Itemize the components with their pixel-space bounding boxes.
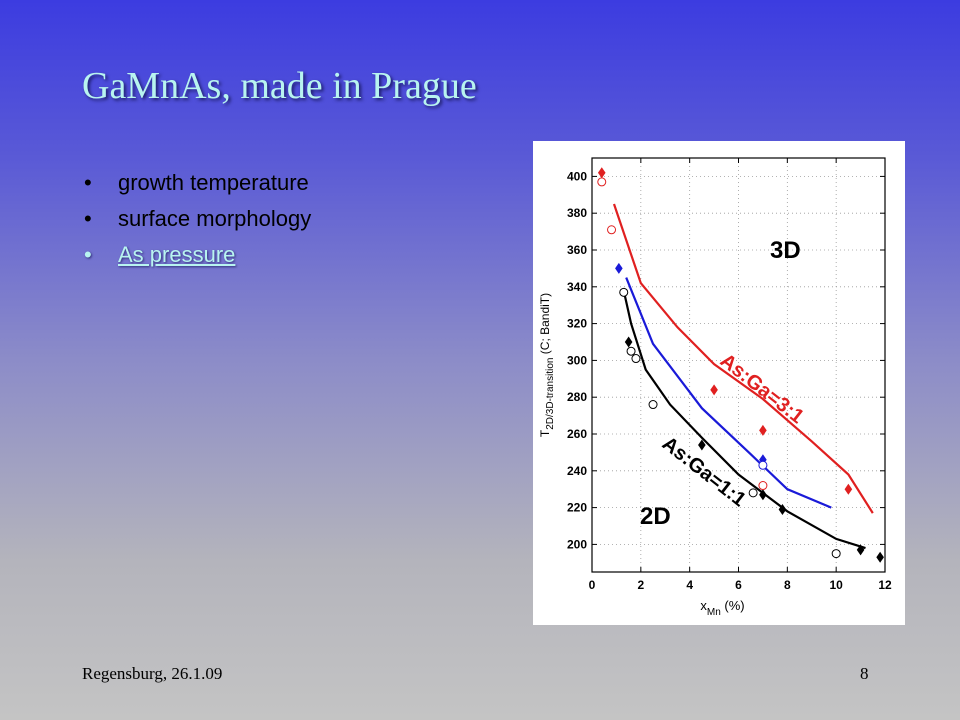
footer-location-date: Regensburg, 26.1.09 xyxy=(82,664,223,683)
bullet-glyph: • xyxy=(84,170,92,195)
y-tick-label: 400 xyxy=(567,169,587,183)
chart-panel: 0 2 4 6 8 10 12 200 220 240 260 280 300 320 340 360 380 4… xyxy=(533,141,905,625)
data-point-circle xyxy=(619,287,629,297)
bullet-item-surface-morphology: • surface morphology xyxy=(84,206,311,242)
data-point-diamond xyxy=(876,551,884,563)
series-1-curve xyxy=(625,277,832,509)
data-point-diamond xyxy=(710,384,718,396)
transition-temperature-chart: 0 2 4 6 8 10 12 200 220 240 260 280 300 320 340 360 380 4… xyxy=(538,157,892,618)
data-point-diamond xyxy=(615,262,623,274)
data-point-diamond xyxy=(597,167,606,179)
data-point-circle xyxy=(648,400,658,410)
x-tick-label: 4 xyxy=(686,578,693,592)
bullet-item-growth-temperature: • growth temperature xyxy=(84,170,311,206)
data-point-diamond xyxy=(844,483,853,495)
data-point-circle xyxy=(607,225,617,235)
y-tick-label: 260 xyxy=(567,427,587,441)
slide-title: GaMnAs, made in Prague xyxy=(82,65,477,107)
y-tick-label: 360 xyxy=(567,243,587,257)
data-point-circle xyxy=(748,488,758,498)
x-tick-label: 6 xyxy=(735,578,742,592)
series-2-curve xyxy=(622,290,866,550)
x-tick-label: 12 xyxy=(878,578,892,592)
x-tick-label: 8 xyxy=(784,578,791,592)
bullet-text: surface morphology xyxy=(118,206,312,231)
bullet-link-as-pressure[interactable]: • As pressure xyxy=(84,242,311,278)
data-point-diamond xyxy=(759,424,767,436)
bullet-list: • growth temperature • surface morphology … xyxy=(84,170,311,278)
data-point-circle xyxy=(597,177,607,187)
data-point-diamond xyxy=(759,489,767,501)
y-tick-label: 200 xyxy=(567,537,587,551)
y-tick-label: 320 xyxy=(567,317,587,331)
x-tick-label: 0 xyxy=(589,578,596,592)
data-point-diamond xyxy=(856,544,865,556)
x-tick-label: 10 xyxy=(829,578,843,592)
y-tick-label: 220 xyxy=(567,501,587,515)
annotation-2d: 2D xyxy=(640,503,671,530)
data-point-circle xyxy=(831,549,841,559)
bullet-text: growth temperature xyxy=(118,170,309,195)
y-tick-label: 340 xyxy=(567,280,587,294)
series-0-curve xyxy=(612,203,874,514)
bullet-glyph: • xyxy=(84,242,92,267)
annotation-as-ga-3-1: As:Ga=3:1 xyxy=(716,350,808,429)
data-point-diamond xyxy=(624,336,633,348)
data-point-circle xyxy=(758,481,768,491)
data-point-circle xyxy=(626,346,636,356)
x-tick-label: 2 xyxy=(637,578,644,592)
y-tick-label: 380 xyxy=(567,206,587,220)
data-point-circle xyxy=(631,354,641,364)
x-axis-label: xMn (%) xyxy=(700,598,744,618)
annotation-3d: 3D xyxy=(770,237,801,264)
y-axis-label: T2D/3D-transition (C; BandiT) xyxy=(538,293,556,437)
data-point-diamond xyxy=(778,503,787,515)
y-tick-label: 240 xyxy=(567,464,587,478)
bullet-glyph: • xyxy=(84,206,92,231)
y-tick-label: 280 xyxy=(567,390,587,404)
bullet-link-text[interactable]: As pressure xyxy=(118,242,236,267)
footer-page-number: 8 xyxy=(860,664,869,683)
y-tick-label: 300 xyxy=(567,353,587,367)
data-point-circle xyxy=(758,460,768,470)
